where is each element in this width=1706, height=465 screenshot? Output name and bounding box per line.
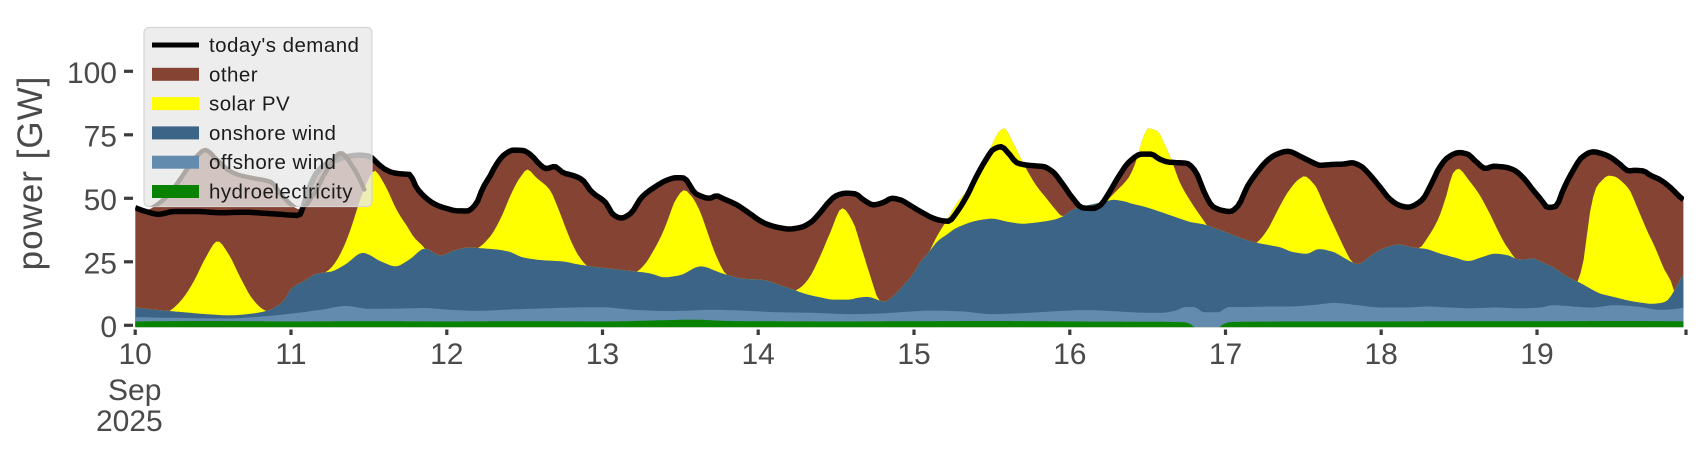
svg-text:17: 17 [1209, 338, 1242, 371]
svg-text:11: 11 [275, 338, 306, 371]
svg-text:power [GW]: power [GW] [11, 76, 50, 271]
svg-text:10: 10 [119, 338, 152, 371]
svg-text:18: 18 [1365, 338, 1398, 371]
svg-text:onshore wind: onshore wind [209, 122, 336, 145]
svg-text:0: 0 [100, 311, 117, 344]
svg-text:today's demand: today's demand [209, 34, 359, 57]
svg-text:50: 50 [84, 184, 117, 217]
svg-text:solar PV: solar PV [209, 93, 290, 116]
svg-text:13: 13 [586, 338, 619, 371]
svg-text:Sep: Sep [108, 374, 161, 407]
svg-text:25: 25 [84, 247, 117, 280]
svg-text:100: 100 [67, 57, 117, 90]
svg-text:75: 75 [84, 120, 117, 153]
svg-text:14: 14 [742, 338, 775, 371]
svg-text:other: other [209, 63, 258, 86]
svg-text:16: 16 [1053, 338, 1086, 371]
svg-text:19: 19 [1520, 338, 1553, 371]
svg-text:2025: 2025 [96, 405, 163, 438]
svg-text:15: 15 [897, 338, 930, 371]
svg-text:hydroelectricity: hydroelectricity [209, 181, 353, 204]
svg-text:12: 12 [430, 338, 463, 371]
svg-text:offshore wind: offshore wind [209, 151, 336, 174]
